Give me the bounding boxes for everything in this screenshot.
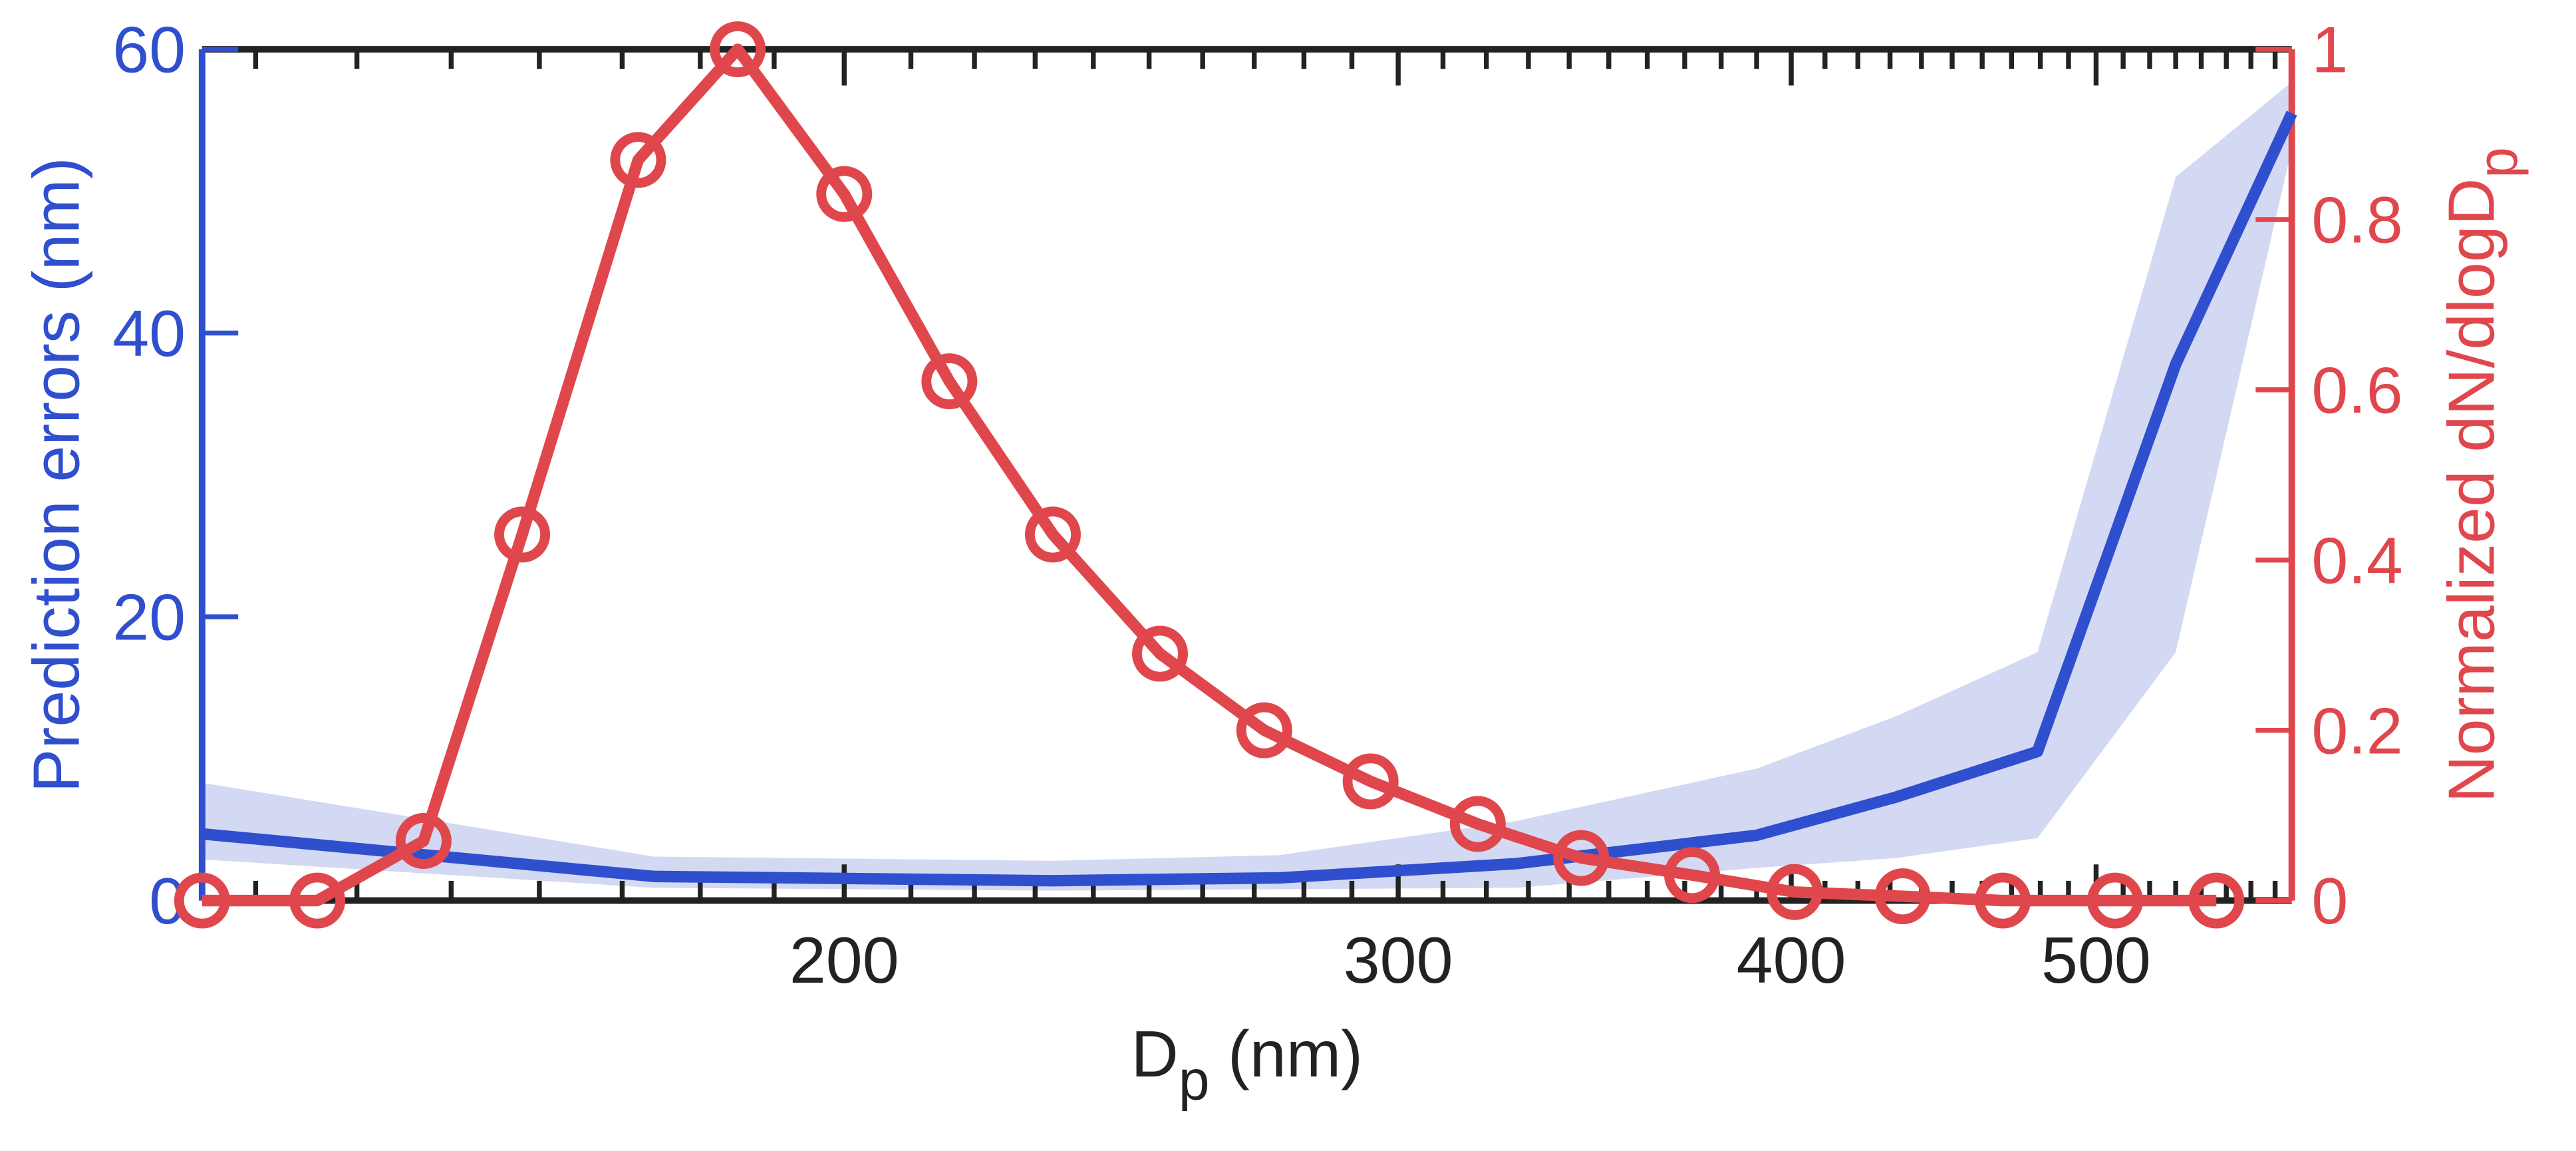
y2-tick-label: 0.6 xyxy=(2311,353,2402,426)
y-tick-label: 20 xyxy=(112,581,186,654)
y2-tick-label: 0.8 xyxy=(2311,184,2402,257)
data-point xyxy=(1236,702,1292,758)
data-line xyxy=(202,43,2217,907)
data-point xyxy=(921,353,978,410)
data-point xyxy=(816,166,873,222)
x-label-sub: p xyxy=(1179,1049,1210,1111)
data-point xyxy=(395,813,452,869)
data-point xyxy=(1132,625,1188,682)
data-point xyxy=(1975,872,2031,929)
y2-label-sub: p xyxy=(2466,147,2529,178)
x-label-main: D xyxy=(1131,1017,1178,1090)
data-point xyxy=(1874,868,1931,925)
data-point xyxy=(2188,872,2245,929)
data-point xyxy=(1024,506,1081,563)
data-point xyxy=(2087,872,2144,929)
data-point xyxy=(494,506,551,563)
data-point xyxy=(1342,753,1399,810)
x-tick-label: 500 xyxy=(2041,923,2151,997)
y2-tick-label: 0.4 xyxy=(2311,524,2402,597)
data-point xyxy=(174,872,230,929)
y2-tick-label: 1 xyxy=(2311,13,2348,86)
data-point xyxy=(1767,864,1823,920)
y2-label-main: Normalized dN/dlogD xyxy=(2434,178,2507,803)
data-point xyxy=(710,21,766,78)
y-tick-label: 60 xyxy=(112,13,186,86)
data-point xyxy=(610,132,666,188)
y2-tick-label: 0.2 xyxy=(2311,694,2402,767)
x-label-rest: (nm) xyxy=(1210,1017,1363,1090)
data-point xyxy=(1664,847,1721,904)
data-point xyxy=(1449,796,1506,852)
data-point xyxy=(289,872,346,929)
y2-tick-label: 0 xyxy=(2311,864,2348,937)
x-axis-label: Dp (nm) xyxy=(1131,1017,1363,1112)
x-tick-label: 400 xyxy=(1737,923,1846,997)
x-tick-label: 200 xyxy=(789,923,899,997)
y2-axis-label: Normalized dN/dlogDp xyxy=(2434,147,2529,803)
data-line xyxy=(202,110,2297,887)
y-axis-label: Prediction errors (nm) xyxy=(20,157,93,792)
y-tick-label: 40 xyxy=(112,297,186,370)
data-point xyxy=(1553,830,1610,886)
x-tick-label: 300 xyxy=(1344,923,1453,997)
